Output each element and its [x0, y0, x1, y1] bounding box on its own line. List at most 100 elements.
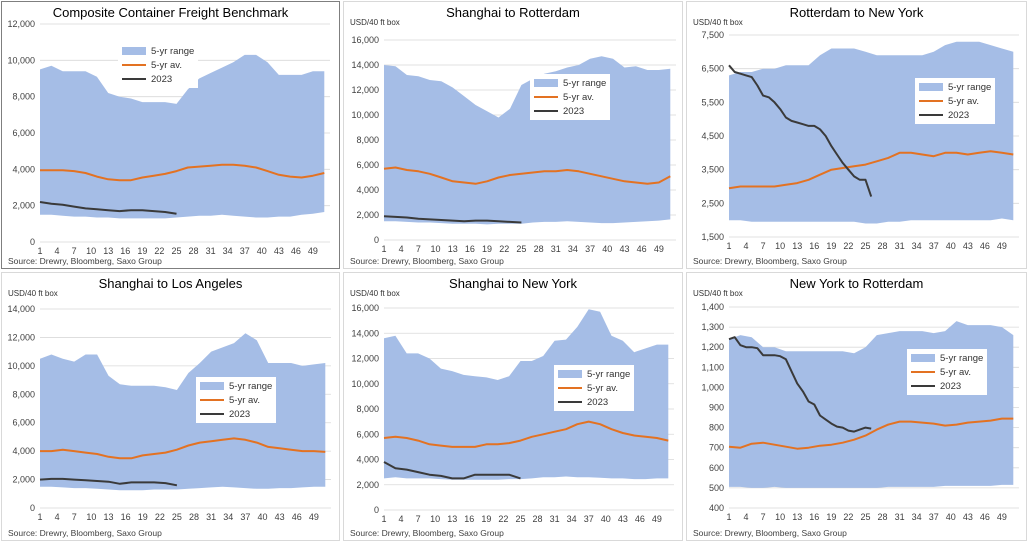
x-tick-label: 37	[240, 512, 250, 522]
legend-entry: 5-yr av.	[534, 90, 606, 104]
x-tick-label: 7	[72, 246, 77, 256]
legend-swatch	[200, 382, 224, 390]
x-tick-label: 7	[72, 512, 77, 522]
x-tick-label: 10	[86, 246, 96, 256]
y-tick-label: 10,000	[7, 55, 35, 65]
x-tick-label: 46	[635, 514, 645, 524]
current-year-line	[728, 64, 873, 197]
chart-panel-rotterdam-newyork: Rotterdam to New York USD/40 ft box 1,50…	[686, 1, 1027, 269]
chart-title: Shanghai to Rotterdam	[446, 5, 580, 20]
range-band	[729, 321, 1014, 488]
y-tick-label: 0	[30, 237, 35, 247]
y-tick-label: 6,000	[12, 128, 35, 138]
legend-entry: 5-yr range	[122, 44, 194, 58]
legend-label: 5-yr range	[948, 81, 992, 93]
x-tick-label: 4	[744, 241, 749, 251]
x-tick-label: 43	[963, 512, 973, 522]
y-tick-label: 700	[709, 443, 724, 453]
legend-label: 5-yr av.	[940, 366, 971, 378]
legend-entry: 2023	[534, 104, 606, 118]
x-tick-label: 34	[912, 241, 922, 251]
legend-label: 5-yr av.	[229, 394, 260, 406]
x-tick-label: 25	[171, 246, 181, 256]
x-tick-label: 10	[431, 244, 441, 254]
y-tick-label: 4,000	[356, 185, 379, 195]
x-tick-label: 1	[726, 512, 731, 522]
legend-swatch	[534, 110, 558, 112]
legend-entry: 2023	[919, 108, 991, 122]
y-tick-label: 4,000	[12, 164, 35, 174]
legend-entry: 5-yr range	[911, 351, 983, 365]
x-tick-label: 43	[619, 244, 629, 254]
x-tick-label: 40	[602, 244, 612, 254]
legend-swatch	[534, 79, 558, 87]
current-year-line	[728, 336, 872, 433]
legend-entry: 5-yr range	[919, 80, 991, 94]
x-tick-label: 25	[516, 244, 526, 254]
chart-legend: 5-yr range 5-yr av. 2023	[118, 42, 199, 88]
y-tick-label: 7,500	[701, 30, 724, 40]
current-year-line	[39, 477, 178, 487]
current-year-line	[383, 215, 522, 224]
x-tick-label: 40	[257, 246, 267, 256]
chart-title: New York to Rotterdam	[789, 276, 924, 291]
x-tick-label: 31	[206, 246, 216, 256]
legend-label: 5-yr av.	[151, 59, 182, 71]
x-tick-label: 28	[533, 514, 543, 524]
source-note: Source: Drewry, Bloomberg, Saxo Group	[350, 256, 504, 266]
x-tick-label: 4	[399, 244, 404, 254]
legend-swatch	[911, 354, 935, 362]
x-tick-label: 37	[929, 512, 939, 522]
range-band	[40, 333, 326, 491]
x-tick-label: 19	[482, 244, 492, 254]
chart-legend: 5-yr range 5-yr av. 2023	[915, 78, 996, 124]
legend-entry: 5-yr av.	[200, 393, 272, 407]
x-tick-label: 19	[826, 241, 836, 251]
y-tick-label: 2,000	[356, 210, 379, 220]
x-tick-label: 13	[792, 241, 802, 251]
legend-entry: 2023	[911, 379, 983, 393]
x-tick-label: 13	[448, 244, 458, 254]
x-tick-label: 43	[618, 514, 628, 524]
legend-swatch	[122, 64, 146, 66]
chart-title: Rotterdam to New York	[789, 5, 924, 20]
x-tick-label: 7	[416, 514, 421, 524]
y-tick-label: 6,000	[12, 418, 35, 428]
x-tick-label: 31	[895, 512, 905, 522]
y-tick-label: 6,000	[356, 429, 379, 439]
x-tick-label: 28	[878, 241, 888, 251]
x-tick-label: 34	[223, 512, 233, 522]
y-tick-label: 0	[374, 505, 379, 515]
legend-swatch	[919, 114, 943, 116]
x-tick-label: 34	[912, 512, 922, 522]
x-tick-label: 28	[534, 244, 544, 254]
average-line	[728, 150, 1014, 190]
x-tick-label: 40	[946, 512, 956, 522]
x-tick-label: 40	[946, 241, 956, 251]
y-tick-label: 10,000	[351, 379, 379, 389]
y-tick-label: 2,000	[356, 480, 379, 490]
x-tick-label: 49	[308, 246, 318, 256]
x-tick-label: 34	[568, 244, 578, 254]
current-year-line	[39, 201, 177, 215]
legend-label: 2023	[940, 380, 962, 392]
y-tick-label: 10,000	[351, 110, 379, 120]
y-tick-label: 12,000	[351, 354, 379, 364]
chart-title: Composite Container Freight Benchmark	[52, 5, 289, 20]
x-tick-label: 25	[860, 512, 870, 522]
y-tick-label: 14,000	[7, 304, 35, 314]
x-tick-label: 28	[189, 246, 199, 256]
x-tick-label: 22	[498, 514, 508, 524]
x-tick-label: 16	[464, 514, 474, 524]
y-tick-label: 12,000	[351, 85, 379, 95]
legend-swatch	[911, 371, 935, 373]
y-tick-label: 6,500	[701, 64, 724, 74]
legend-label: 5-yr range	[587, 368, 631, 380]
chart-panel-shanghai-newyork: Shanghai to New York USD/40 ft box 0 2,00…	[343, 272, 683, 541]
x-tick-label: 43	[274, 246, 284, 256]
chart-legend: 5-yr range 5-yr av. 2023	[530, 74, 611, 120]
legend-entry: 5-yr av.	[122, 58, 194, 72]
x-tick-label: 16	[809, 241, 819, 251]
x-tick-label: 16	[465, 244, 475, 254]
legend-entry: 2023	[558, 395, 630, 409]
